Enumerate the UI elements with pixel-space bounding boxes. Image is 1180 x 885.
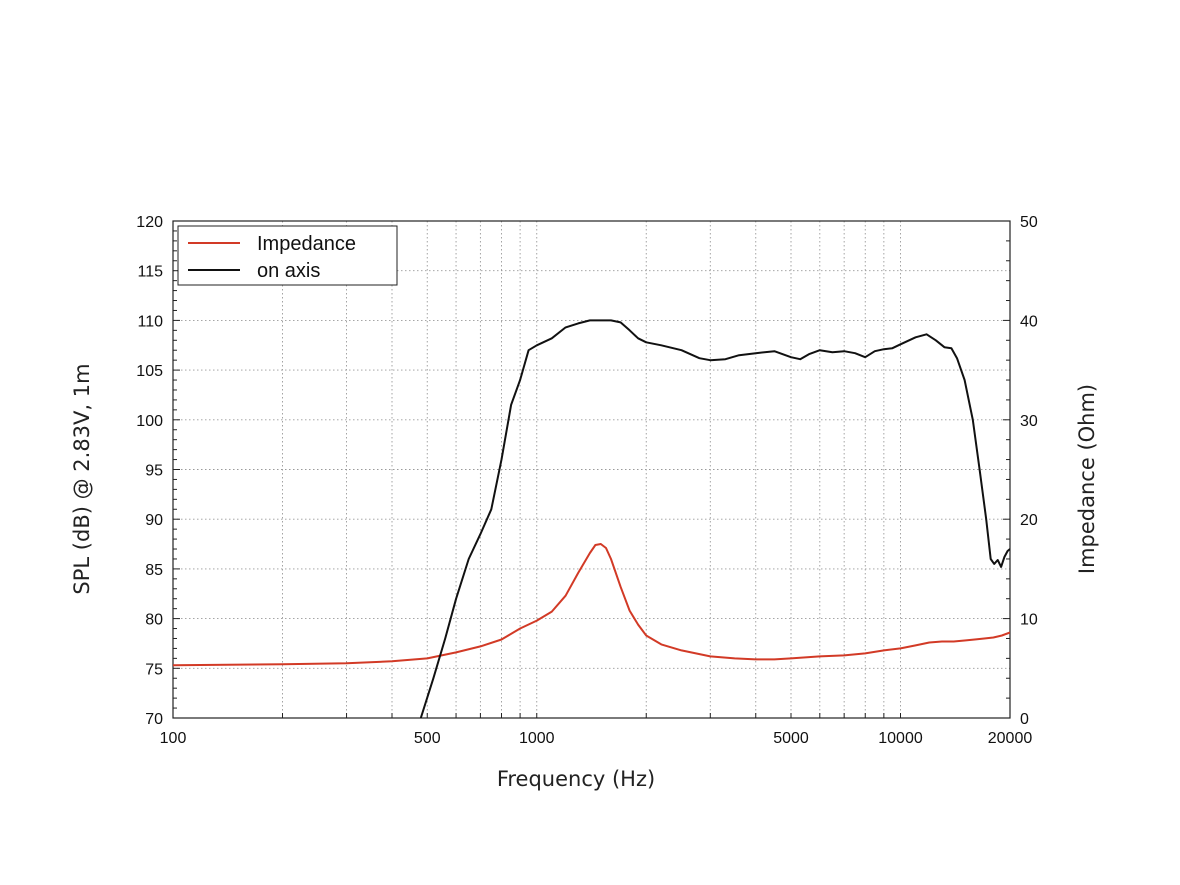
y-tick-label: 75 <box>145 661 163 678</box>
y-tick-label: 85 <box>145 562 163 579</box>
x-tick-label: 5000 <box>773 730 809 747</box>
grid <box>173 221 1010 718</box>
series-lines <box>173 319 1010 718</box>
x-tick-label: 1000 <box>519 730 555 747</box>
y2-tick-label: 20 <box>1020 512 1038 529</box>
y-tick-label: 70 <box>145 711 163 728</box>
y2-axis-title: Impedance (Ohm) <box>1075 384 1099 574</box>
y2-tick-label: 40 <box>1020 313 1038 330</box>
y2-tick-label: 30 <box>1020 413 1038 430</box>
legend-label-impedance: Impedance <box>257 233 356 255</box>
axis-ticks <box>172 220 1011 719</box>
x-axis-title: Frequency (Hz) <box>497 767 655 791</box>
y-tick-label: 100 <box>136 413 163 430</box>
y2-tick-label: 10 <box>1020 612 1038 629</box>
x-tick-label: 500 <box>414 730 441 747</box>
x-tick-label: 10000 <box>878 730 923 747</box>
x-tick-label: 100 <box>160 730 187 747</box>
x-tick-label: 20000 <box>988 730 1033 747</box>
legend-box <box>177 225 398 286</box>
legend: Impedance on axis <box>177 225 398 286</box>
tick-labels: 70 75 80 85 90 95 100 105 110 115 120 0 10 20 30 40 50 10… <box>136 214 1038 747</box>
y-tick-label: 90 <box>145 512 163 529</box>
plot-frame <box>172 220 1011 719</box>
series-line-impedance <box>173 543 1010 667</box>
y-tick-label: 80 <box>145 612 163 629</box>
y-tick-label: 120 <box>136 214 163 231</box>
y-axis-title: SPL (dB) @ 2.83V, 1m <box>70 363 94 594</box>
y2-tick-label: 0 <box>1020 711 1029 728</box>
y-tick-label: 105 <box>136 363 163 380</box>
y-tick-label: 110 <box>137 313 163 330</box>
y-tick-label: 115 <box>137 264 163 281</box>
y2-tick-label: 50 <box>1020 214 1038 231</box>
y-tick-label: 95 <box>145 463 163 480</box>
series-line-on-axis <box>419 319 1010 718</box>
legend-label-on-axis: on axis <box>257 260 320 282</box>
